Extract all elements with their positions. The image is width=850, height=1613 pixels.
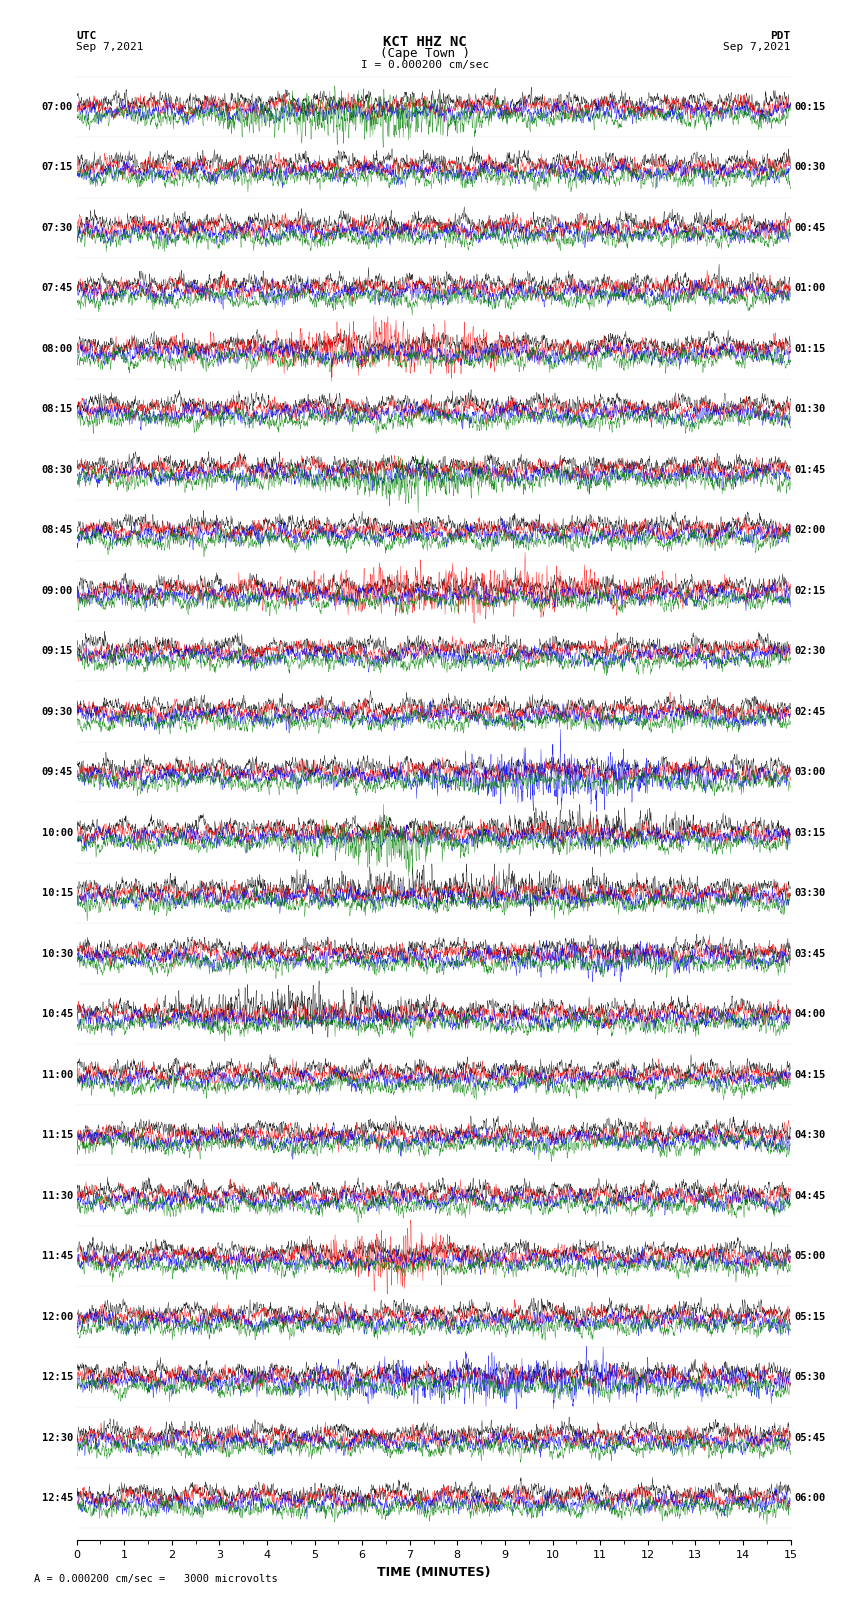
Text: 03:30: 03:30: [794, 889, 825, 898]
Text: 10:00: 10:00: [42, 827, 73, 837]
Text: 07:45: 07:45: [42, 284, 73, 294]
Text: UTC: UTC: [76, 31, 97, 40]
Text: 12:00: 12:00: [42, 1311, 73, 1321]
Text: 01:30: 01:30: [794, 405, 825, 415]
Text: 05:45: 05:45: [794, 1432, 825, 1442]
Text: 02:15: 02:15: [794, 586, 825, 595]
Text: 08:45: 08:45: [42, 526, 73, 536]
Text: 11:00: 11:00: [42, 1069, 73, 1079]
Text: 10:30: 10:30: [42, 948, 73, 958]
Text: 09:45: 09:45: [42, 768, 73, 777]
Text: 08:30: 08:30: [42, 465, 73, 474]
Text: 04:15: 04:15: [794, 1069, 825, 1079]
Text: 00:30: 00:30: [794, 163, 825, 173]
Text: 04:30: 04:30: [794, 1131, 825, 1140]
Text: 07:30: 07:30: [42, 223, 73, 232]
Text: 03:15: 03:15: [794, 827, 825, 837]
Text: 09:00: 09:00: [42, 586, 73, 595]
Text: 03:45: 03:45: [794, 948, 825, 958]
Text: 10:15: 10:15: [42, 889, 73, 898]
Text: 00:15: 00:15: [794, 102, 825, 111]
Text: 08:00: 08:00: [42, 344, 73, 353]
X-axis label: TIME (MINUTES): TIME (MINUTES): [377, 1566, 490, 1579]
Text: KCT HHZ NC: KCT HHZ NC: [383, 35, 467, 50]
Text: 04:00: 04:00: [794, 1010, 825, 1019]
Text: 09:30: 09:30: [42, 706, 73, 716]
Text: 01:00: 01:00: [794, 284, 825, 294]
Text: 12:30: 12:30: [42, 1432, 73, 1442]
Text: 05:00: 05:00: [794, 1252, 825, 1261]
Text: Sep 7,2021: Sep 7,2021: [723, 42, 791, 52]
Text: 06:00: 06:00: [794, 1494, 825, 1503]
Text: (Cape Town ): (Cape Town ): [380, 47, 470, 60]
Text: 01:15: 01:15: [794, 344, 825, 353]
Text: 02:45: 02:45: [794, 706, 825, 716]
Text: 12:15: 12:15: [42, 1373, 73, 1382]
Text: 09:15: 09:15: [42, 647, 73, 656]
Text: 02:30: 02:30: [794, 647, 825, 656]
Text: 07:00: 07:00: [42, 102, 73, 111]
Text: 05:15: 05:15: [794, 1311, 825, 1321]
Text: I = 0.000200 cm/sec: I = 0.000200 cm/sec: [361, 60, 489, 69]
Text: 01:45: 01:45: [794, 465, 825, 474]
Text: 11:45: 11:45: [42, 1252, 73, 1261]
Text: 03:00: 03:00: [794, 768, 825, 777]
Text: 02:00: 02:00: [794, 526, 825, 536]
Text: 11:30: 11:30: [42, 1190, 73, 1200]
Text: 10:45: 10:45: [42, 1010, 73, 1019]
Text: 00:45: 00:45: [794, 223, 825, 232]
Text: 04:45: 04:45: [794, 1190, 825, 1200]
Text: 11:15: 11:15: [42, 1131, 73, 1140]
Text: 12:45: 12:45: [42, 1494, 73, 1503]
Text: 07:15: 07:15: [42, 163, 73, 173]
Text: A = 0.000200 cm/sec =   3000 microvolts: A = 0.000200 cm/sec = 3000 microvolts: [34, 1574, 278, 1584]
Text: 08:15: 08:15: [42, 405, 73, 415]
Text: Sep 7,2021: Sep 7,2021: [76, 42, 144, 52]
Text: PDT: PDT: [770, 31, 790, 40]
Text: 05:30: 05:30: [794, 1373, 825, 1382]
